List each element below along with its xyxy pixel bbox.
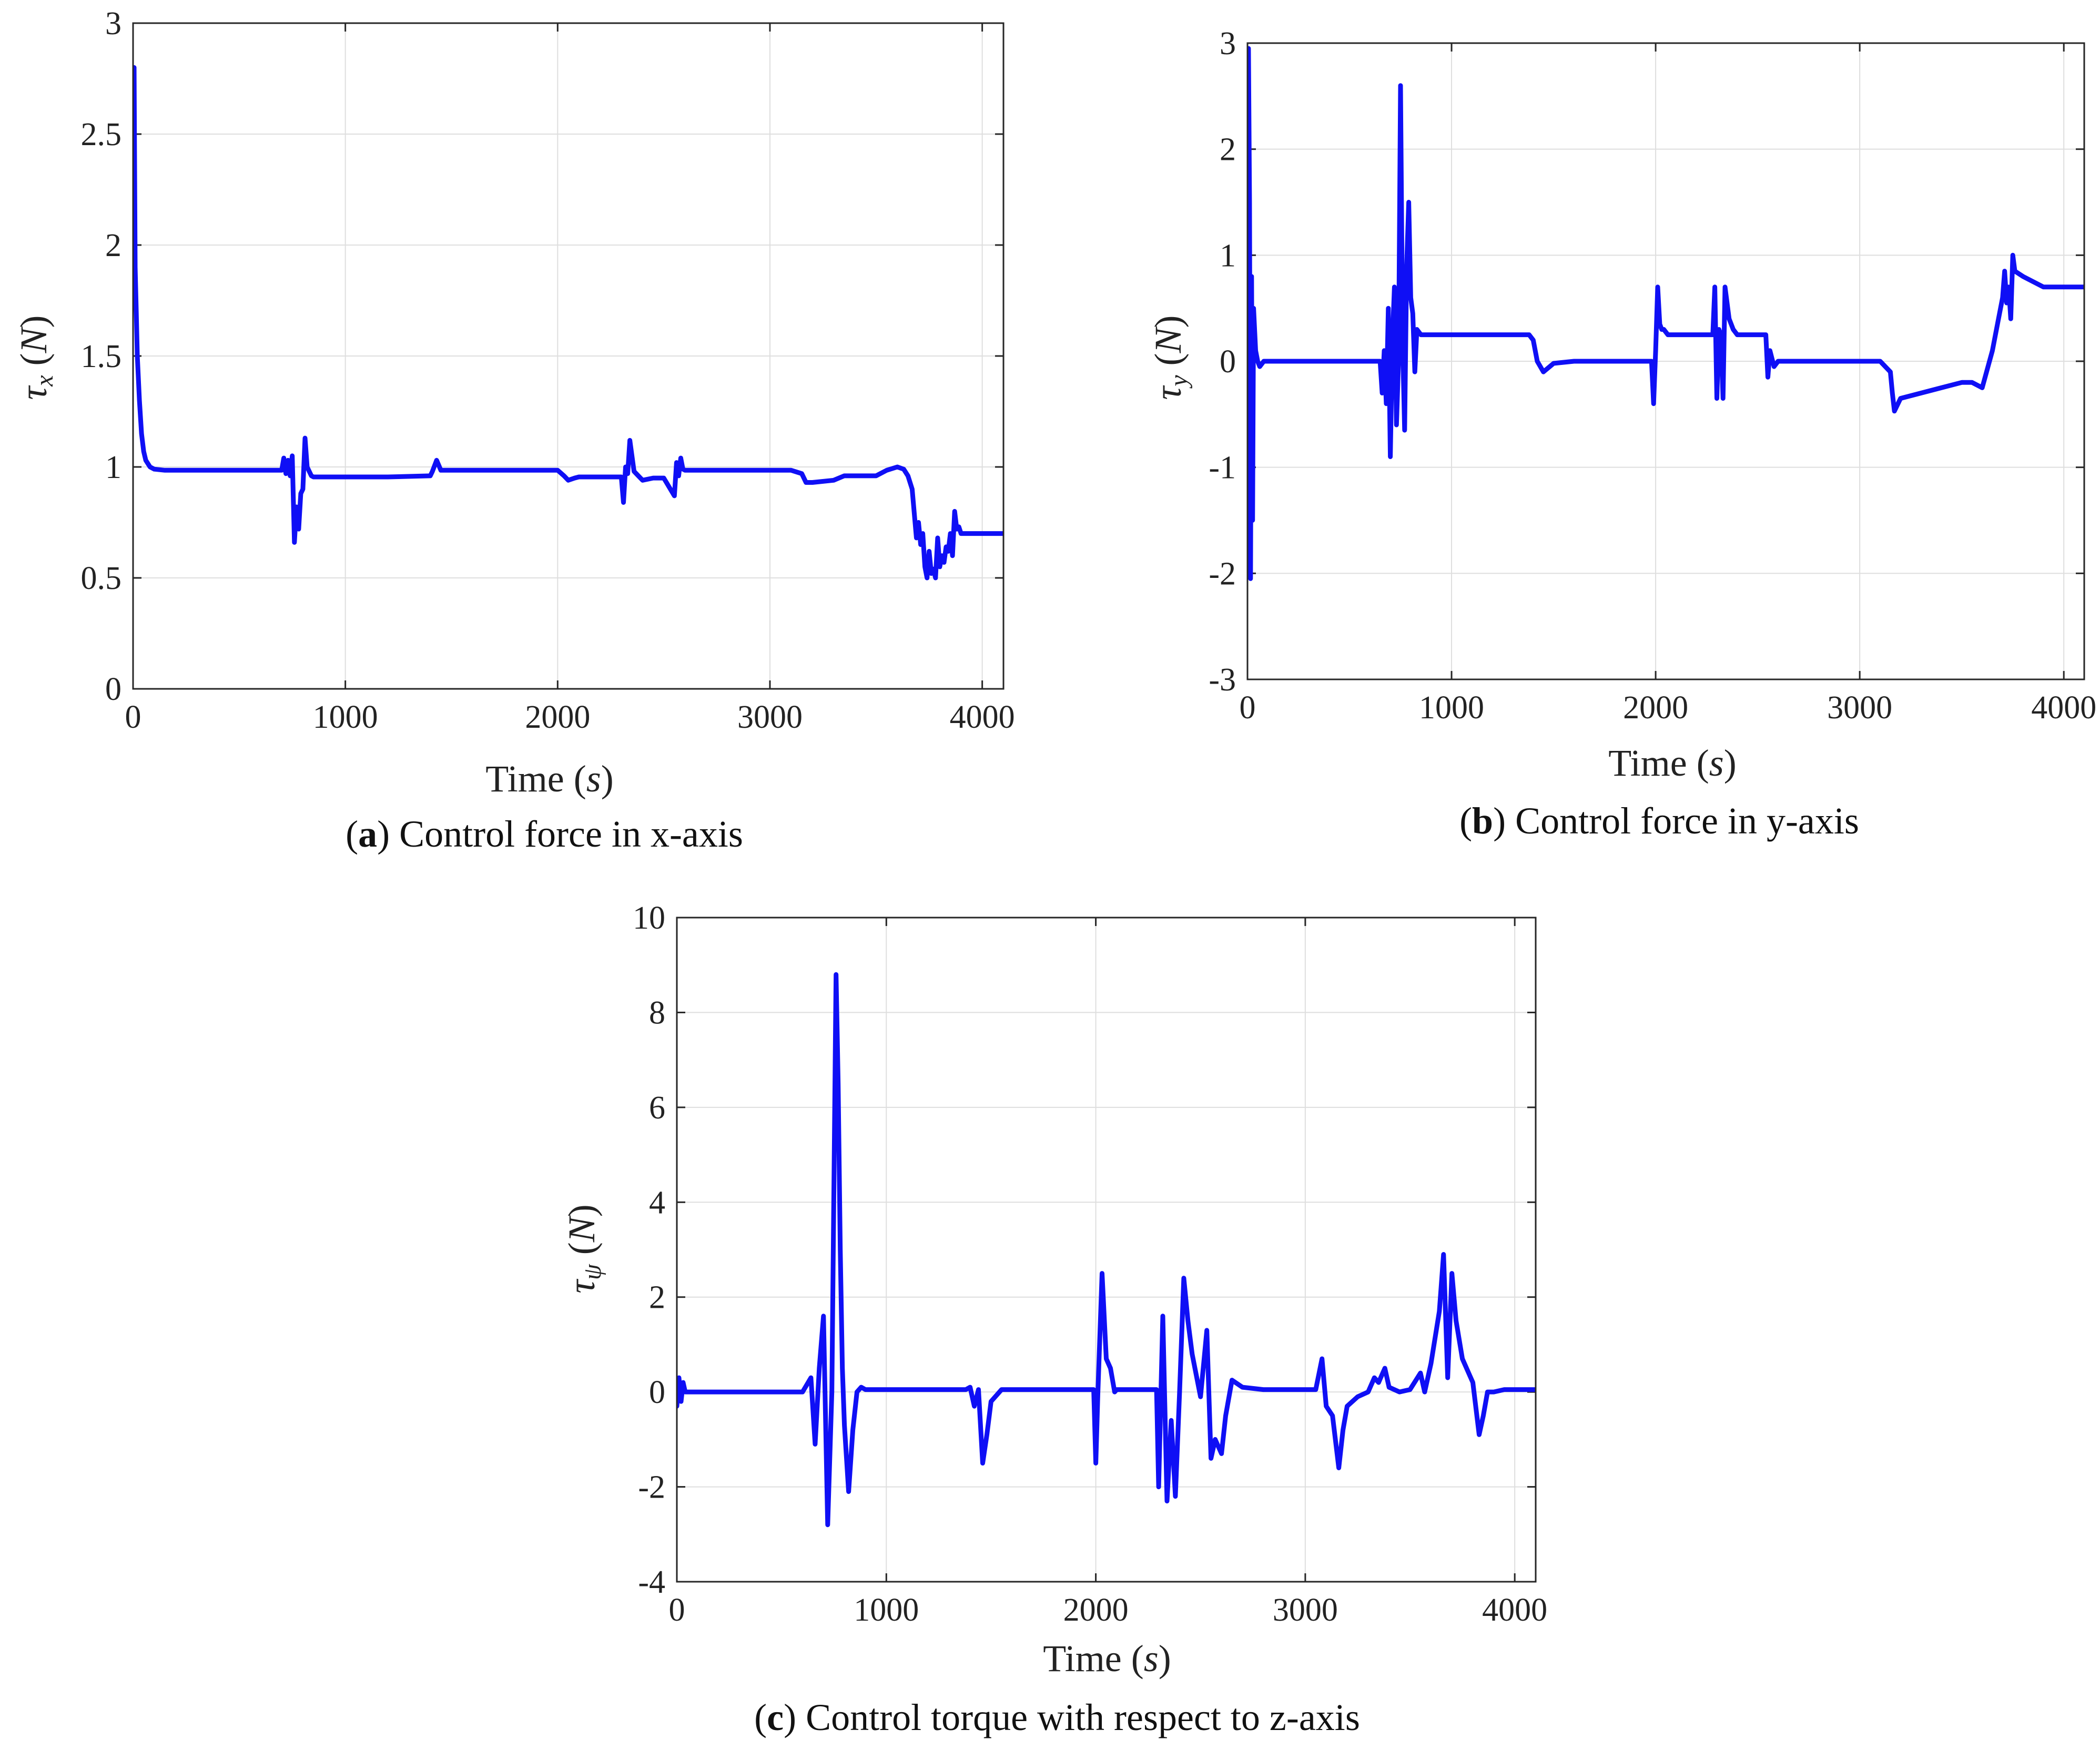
y-tick-label: 1 — [1220, 238, 1236, 273]
x-tick-label: 4000 — [1482, 1592, 1547, 1628]
axes-frame-c — [676, 917, 1537, 1583]
y-tick-label: -4 — [638, 1564, 665, 1600]
y-tick-label: 4 — [649, 1185, 665, 1220]
x-tick-label: 3000 — [1827, 690, 1892, 726]
caption-b: (b) Control force in y-axis — [1459, 800, 1859, 842]
caption-a: (a) Control force in x-axis — [346, 813, 743, 855]
x-tick-label: 4000 — [2031, 690, 2096, 726]
subplot-c: (c) Control torque with respect to z-axi… — [561, 900, 1547, 1738]
y-tick-label: 2.5 — [81, 117, 122, 152]
y-tick-label: -1 — [1209, 450, 1236, 486]
y-tick-label: 0.5 — [81, 561, 122, 596]
y-tick-label: 1.5 — [81, 339, 122, 374]
x-tick-label: 3000 — [737, 699, 803, 735]
axes-frame-b — [1246, 42, 2085, 680]
x-axis-label-b: Time (s) — [1608, 742, 1736, 784]
x-tick-label: 1000 — [313, 699, 378, 735]
x-axis-label-a: Time (s) — [485, 758, 613, 800]
x-tick-label: 2000 — [525, 699, 590, 735]
y-tick-label: 0 — [1220, 344, 1236, 380]
x-tick-label: 0 — [1240, 690, 1256, 726]
series-line-tau_psi — [677, 972, 1536, 1528]
x-tick-label: 2000 — [1063, 1592, 1129, 1628]
y-tick-label: -2 — [1209, 556, 1236, 592]
subplot-b: (b) Control force in y-axis Time (s) τy … — [1147, 26, 2096, 842]
y-tick-label: 0 — [105, 671, 121, 707]
axes-frame-a — [132, 22, 1005, 690]
x-tick-label: 3000 — [1273, 1592, 1338, 1628]
y-tick-label: -2 — [638, 1470, 665, 1505]
series-line-tau_y — [1247, 46, 2084, 581]
y-axis-label-b: τy (N) — [1147, 315, 1193, 400]
x-tick-label: 1000 — [854, 1592, 919, 1628]
y-axis-label-a: τx (N) — [13, 315, 58, 400]
y-tick-label: -3 — [1209, 662, 1236, 698]
y-tick-label: 1 — [105, 450, 121, 485]
x-tick-label: 1000 — [1419, 690, 1484, 726]
y-tick-label: 2 — [105, 228, 121, 263]
y-tick-label: 3 — [1220, 26, 1236, 62]
y-tick-label: 2 — [649, 1280, 665, 1316]
y-axis-label-c: τψ (N) — [561, 1204, 606, 1294]
y-tick-label: 2 — [1220, 132, 1236, 168]
series-line-tau_x — [133, 65, 1003, 581]
subplot-a: (a) Control force in x-axis Time (s) τx … — [13, 6, 1015, 855]
y-tick-label: 6 — [649, 1090, 665, 1126]
x-axis-label-c: Time (s) — [1043, 1637, 1171, 1680]
x-tick-label: 0 — [125, 699, 141, 735]
y-tick-label: 0 — [649, 1375, 665, 1410]
x-tick-label: 4000 — [950, 699, 1015, 735]
x-tick-label: 0 — [669, 1592, 685, 1628]
caption-c: (c) Control torque with respect to z-axi… — [754, 1696, 1360, 1738]
y-tick-label: 10 — [633, 900, 665, 936]
x-tick-label: 2000 — [1623, 690, 1688, 726]
y-tick-label: 8 — [649, 995, 665, 1031]
y-tick-label: 3 — [105, 6, 121, 42]
